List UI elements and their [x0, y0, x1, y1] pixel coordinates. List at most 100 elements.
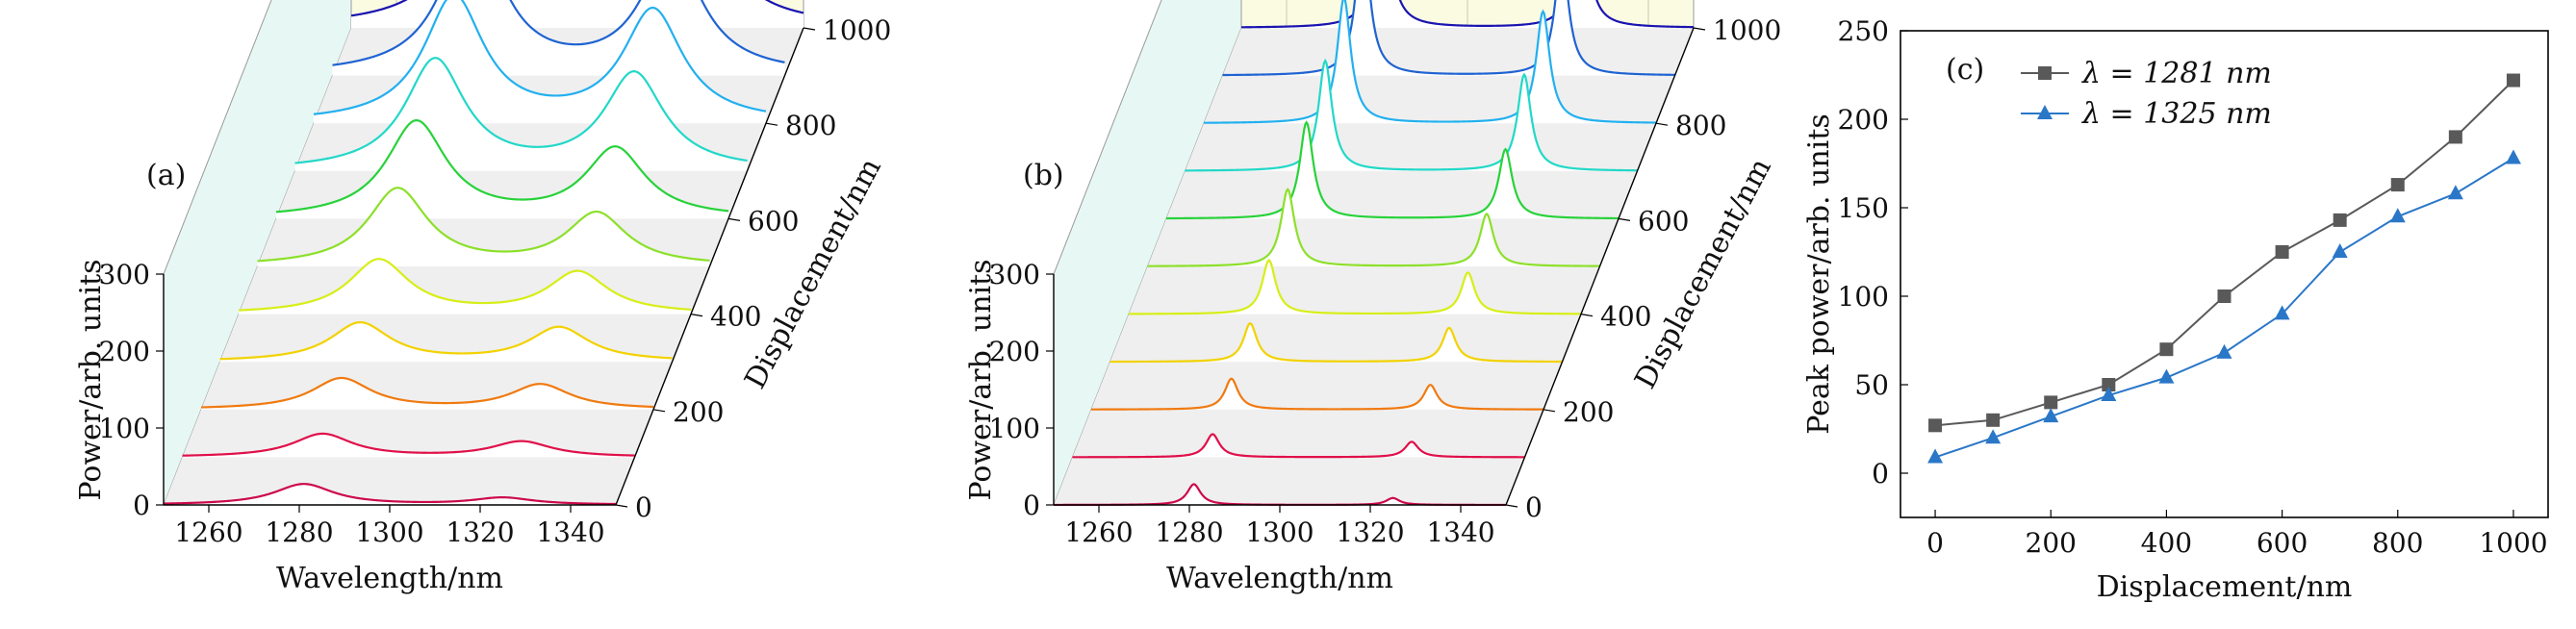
y-tick-label: 100	[989, 413, 1040, 444]
spectrum-curve-900	[332, 0, 785, 66]
spectrum-curve-800	[313, 0, 767, 115]
z-tick-label: 200	[1563, 396, 1614, 428]
data-point-square	[2044, 395, 2058, 410]
curve-fill	[1109, 323, 1563, 363]
spectrum-curve-200	[1090, 377, 1544, 411]
z-tick-label: 600	[1638, 205, 1689, 237]
x-tick-label: 1320	[446, 516, 514, 548]
z-tick-label: 0	[635, 491, 652, 523]
x-tick-label: 1300	[355, 516, 423, 548]
data-point-square	[2159, 342, 2174, 357]
z-axis-title: Displacement/nm	[1628, 153, 1778, 394]
curve-fill	[1147, 189, 1600, 266]
x-tick-label: 1260	[1064, 516, 1133, 548]
data-point-square	[2390, 178, 2405, 192]
spectrum-curve-1000	[1240, 0, 1695, 29]
curve-fill	[182, 433, 635, 458]
z-tick	[803, 27, 816, 31]
series-line-0	[1934, 79, 2514, 427]
data-point-triangle	[2332, 243, 2348, 258]
spectrum-curve-200	[200, 376, 654, 409]
spectrum-curve-400	[1128, 259, 1582, 315]
data-point-triangle	[1927, 448, 1944, 464]
y-tick-label: 200	[989, 336, 1040, 367]
spectrum-curve-600	[1165, 120, 1620, 220]
x-axis-title: Wavelength/nm	[276, 562, 503, 595]
curve-fill	[164, 484, 616, 505]
curve-fill	[1091, 378, 1543, 410]
spectrum-curve-100	[1072, 433, 1525, 459]
data-point-square	[2217, 289, 2232, 303]
x-tick-label: 1320	[1336, 516, 1404, 548]
x-tick-label: 1340	[536, 516, 604, 548]
curve-fill	[219, 322, 673, 363]
data-point-triangle	[2274, 305, 2290, 320]
x-axis-title: Displacement/nm	[2097, 570, 2353, 604]
data-point-triangle	[2216, 343, 2232, 359]
z-tick	[690, 314, 703, 317]
z-tick-label: 800	[785, 110, 836, 141]
curve-fill	[1185, 61, 1638, 171]
z-tick	[1655, 122, 1669, 126]
spectrum-curve-800	[1203, 0, 1657, 124]
data-point-triangle	[2505, 149, 2521, 164]
y-axis-title: Power/arb. units	[964, 259, 998, 500]
y-tick-label: 100	[99, 413, 150, 444]
z-tick	[1693, 27, 1706, 31]
y-tick-label: 300	[989, 259, 1040, 290]
spectrum-curve-300	[219, 320, 673, 361]
curve-fill	[201, 377, 653, 410]
z-tick	[1618, 217, 1631, 221]
spectrum-curve-300	[1109, 321, 1563, 364]
y-tick-label: 300	[99, 259, 150, 290]
spectrum-curve-500	[1147, 188, 1600, 267]
data-point-triangle	[1985, 429, 2002, 444]
curve-fill	[351, 0, 803, 28]
z-tick-label: 1000	[823, 14, 891, 46]
x-axis-title: Wavelength/nm	[1166, 562, 1393, 595]
data-point-triangle	[2158, 368, 2175, 384]
data-point-triangle	[2043, 408, 2059, 423]
z-tick	[1505, 504, 1518, 508]
data-point-square	[1986, 413, 2001, 427]
data-point-square	[2448, 130, 2462, 144]
z-axis-title: Displacement/nm	[738, 153, 888, 394]
z-axis-line	[615, 27, 804, 506]
data-point-square	[2506, 73, 2520, 88]
z-tick-label: 1000	[1713, 14, 1781, 46]
z-tick-label: 800	[1675, 110, 1726, 141]
data-point-triangle	[2447, 185, 2463, 200]
spectrum-curve-600	[275, 118, 729, 214]
z-tick-label: 400	[1600, 301, 1651, 333]
legend-marker	[2038, 66, 2052, 80]
panel-c-line-chart: 0 200 400 600 800 1000 0 50 100 150 200 250 λ = 1281…	[1802, 15, 2549, 604]
z-axis-line	[1505, 27, 1695, 506]
x-tick-label: 1280	[1155, 516, 1223, 548]
z-tick-label: 400	[710, 301, 761, 333]
x-tick-label: 1000	[2479, 527, 2547, 559]
x-tick-label: 1280	[265, 516, 333, 548]
data-point-triangle	[2101, 387, 2117, 402]
legend-label: λ = 1325 nm	[2081, 97, 2272, 131]
panel-b-3d-chart: 1260 1280 1300 1320 1340 0 100 200 300 0 200 400 600…	[964, 0, 1781, 595]
x-tick-label: 800	[2372, 527, 2423, 559]
x-tick-label: 400	[2141, 527, 2192, 559]
y-tick-label: 200	[99, 336, 150, 367]
curve-fill	[1072, 434, 1525, 458]
x-tick-label: 1300	[1245, 516, 1314, 548]
y-tick-label: 200	[1838, 104, 1889, 136]
x-tick-label: 200	[2026, 527, 2077, 559]
curve-fill	[1222, 0, 1675, 76]
panel-label: (c)	[1946, 53, 1984, 87]
z-tick	[652, 409, 666, 413]
data-point-triangle	[2389, 208, 2406, 223]
y-tick-label: 0	[133, 490, 150, 521]
spectrum-curve-500	[257, 187, 710, 263]
x-tick-label: 1260	[174, 516, 242, 548]
z-tick	[615, 504, 628, 508]
y-tick-label: 50	[1854, 369, 1889, 401]
z-tick-label: 600	[748, 205, 799, 237]
z-tick	[1580, 314, 1594, 317]
curve-fill	[239, 259, 691, 314]
